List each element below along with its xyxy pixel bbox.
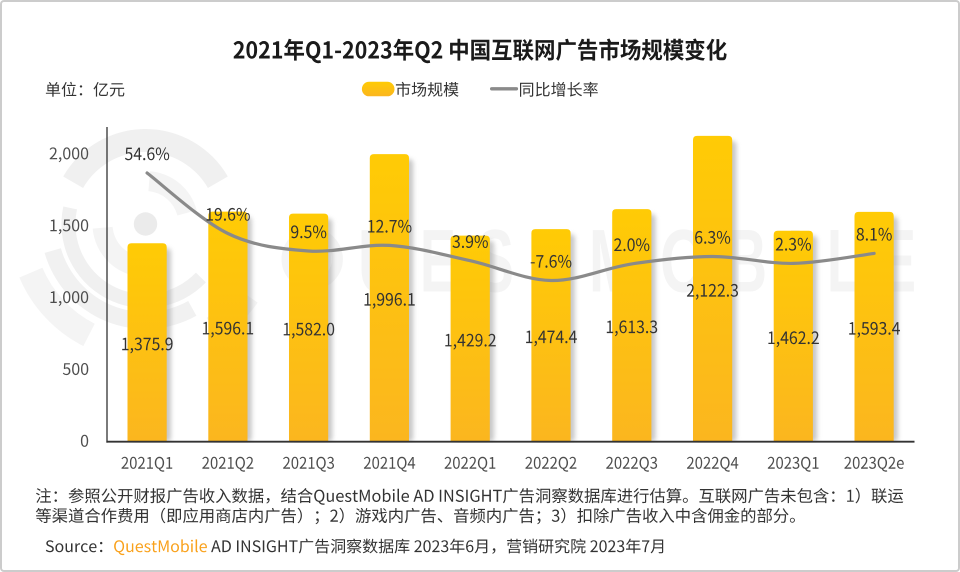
svg-text:E: E [420,210,456,310]
